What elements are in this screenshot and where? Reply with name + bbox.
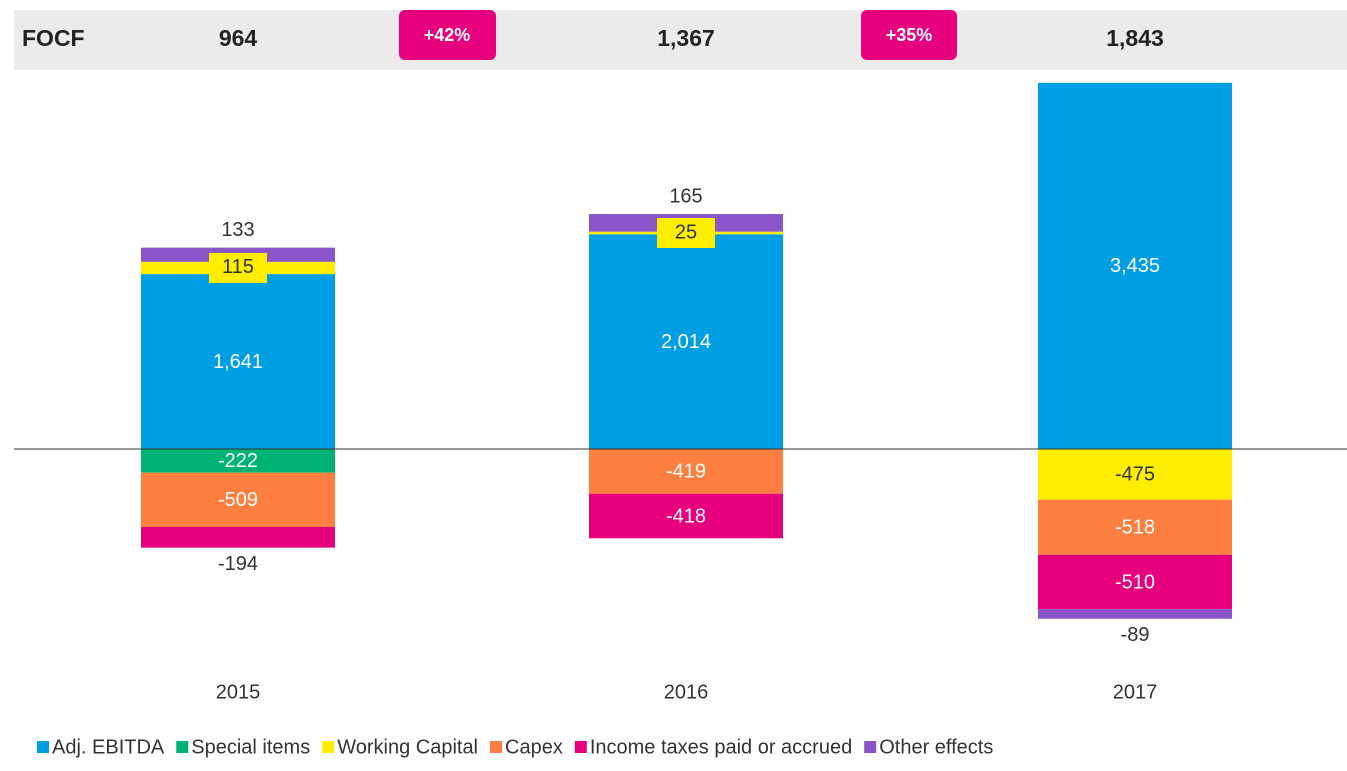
bar-segment: [589, 234, 783, 450]
label-box: [657, 217, 715, 248]
legend-swatch: [37, 741, 49, 753]
header-value: 1,843: [1106, 25, 1164, 51]
header-band: [14, 10, 1347, 70]
header-value: 1,367: [657, 25, 715, 51]
data-label: -509: [218, 489, 258, 511]
growth-badge: [861, 10, 957, 60]
data-label: -89: [1121, 624, 1150, 646]
header-label: FOCF: [22, 25, 85, 51]
bar-segment: [141, 472, 335, 527]
growth-label: +42%: [424, 25, 471, 45]
data-label: -222: [218, 450, 258, 472]
data-label: -194: [218, 553, 258, 575]
label-box: [209, 252, 267, 283]
bar-segment: [141, 526, 335, 548]
data-label: -475: [1115, 464, 1155, 486]
header-value: 964: [219, 25, 258, 51]
bar-segment: [589, 493, 783, 539]
data-label: 3,435: [1110, 255, 1160, 277]
legend-label: Special items: [191, 736, 310, 758]
legend-label: Working Capital: [337, 736, 478, 758]
bar-segment: [1038, 554, 1232, 610]
legend-label: Capex: [505, 736, 563, 758]
bar-segment: [1038, 609, 1232, 619]
legend-swatch: [176, 741, 189, 753]
legend-label: Adj. EBITDA: [52, 736, 165, 758]
data-label: 133: [221, 219, 254, 241]
legend-swatch: [574, 741, 587, 753]
data-label: -418: [666, 505, 706, 527]
data-label: 165: [669, 185, 702, 207]
bar-segment: [1038, 82, 1232, 450]
legend-label: Income taxes paid or accrued: [590, 736, 852, 758]
x-tick-label: 2017: [1113, 681, 1158, 703]
legend-swatch: [864, 741, 877, 753]
x-tick-label: 2015: [216, 681, 261, 703]
x-tick-label: 2016: [664, 681, 709, 703]
bar-segment: [1038, 499, 1232, 555]
legend-swatch: [490, 741, 503, 753]
bar-segment: [589, 449, 783, 494]
data-label: 25: [675, 221, 697, 243]
bar-segment: [141, 274, 335, 450]
data-label: -518: [1115, 517, 1155, 539]
data-label: -510: [1115, 571, 1155, 593]
data-label: 1,641: [213, 351, 263, 373]
legend-label: Other effects: [879, 736, 993, 758]
legend-swatch: [322, 741, 335, 753]
data-label: 2,014: [661, 331, 711, 353]
growth-badge: [399, 10, 496, 60]
bar-segment: [141, 449, 335, 473]
growth-label: +35%: [886, 25, 933, 45]
data-label: 115: [222, 256, 254, 278]
data-label: -419: [666, 461, 706, 483]
bar-segment: [1038, 449, 1232, 500]
